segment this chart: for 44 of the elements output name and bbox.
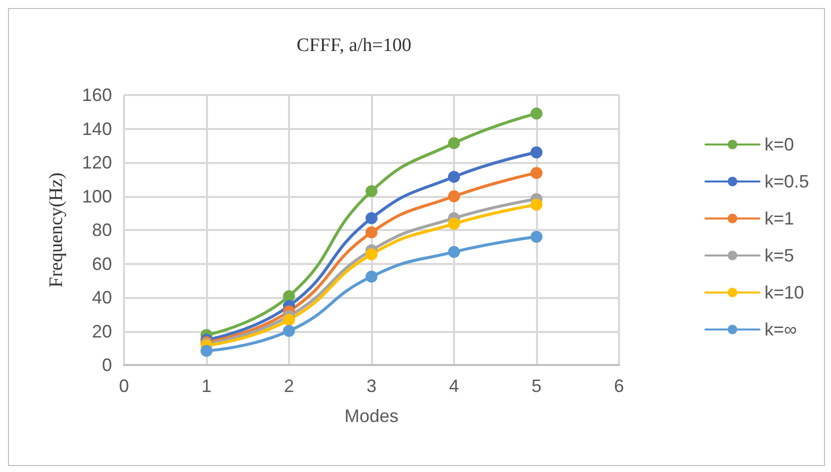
point [283, 290, 295, 302]
point [283, 324, 295, 337]
legend-label: k=10 [764, 282, 804, 302]
point [366, 212, 378, 224]
point [366, 185, 378, 198]
x-tick-label: 4 [448, 376, 460, 396]
y-tick-label: 140 [82, 118, 112, 139]
y-tick-label: 40 [92, 288, 112, 308]
y-tick-label: 0 [102, 355, 112, 375]
x-tick-label: 1 [201, 376, 212, 396]
y-tick-label: 100 [82, 186, 112, 206]
y-axis-title: Frequency(Hz) [46, 172, 67, 288]
point [366, 226, 378, 238]
point [366, 270, 378, 283]
point [448, 170, 460, 183]
point [530, 166, 542, 179]
y-tick-label: 160 [82, 85, 112, 105]
point [366, 248, 378, 260]
y-tick-label: 20 [92, 321, 112, 342]
point [448, 190, 460, 202]
x-tick-label: 0 [118, 376, 130, 396]
point [448, 137, 460, 150]
legend-label: k=∞ [764, 320, 797, 340]
x-tick-label: 6 [614, 376, 624, 396]
point [448, 218, 460, 230]
point [448, 246, 460, 258]
legend-label: k=5 [764, 246, 794, 266]
chart-title: CFFF, a/h=100 [296, 35, 412, 56]
point [530, 146, 542, 158]
y-tick-label: 80 [92, 220, 112, 240]
point [530, 198, 542, 211]
y-tick-label: 60 [92, 254, 112, 274]
legend-label: k=0 [764, 134, 794, 154]
legend-label: k=0.5 [764, 172, 810, 192]
x-tick-label: 2 [284, 376, 294, 396]
x-tick-label: 3 [366, 376, 377, 396]
x-axis-title: Modes [344, 406, 399, 426]
legend-label: k=1 [764, 208, 794, 228]
y-tick-label: 120 [82, 152, 112, 172]
point [200, 344, 212, 357]
point [530, 230, 542, 243]
point [530, 108, 542, 120]
point [283, 314, 295, 326]
x-tick-label: 5 [531, 376, 542, 396]
